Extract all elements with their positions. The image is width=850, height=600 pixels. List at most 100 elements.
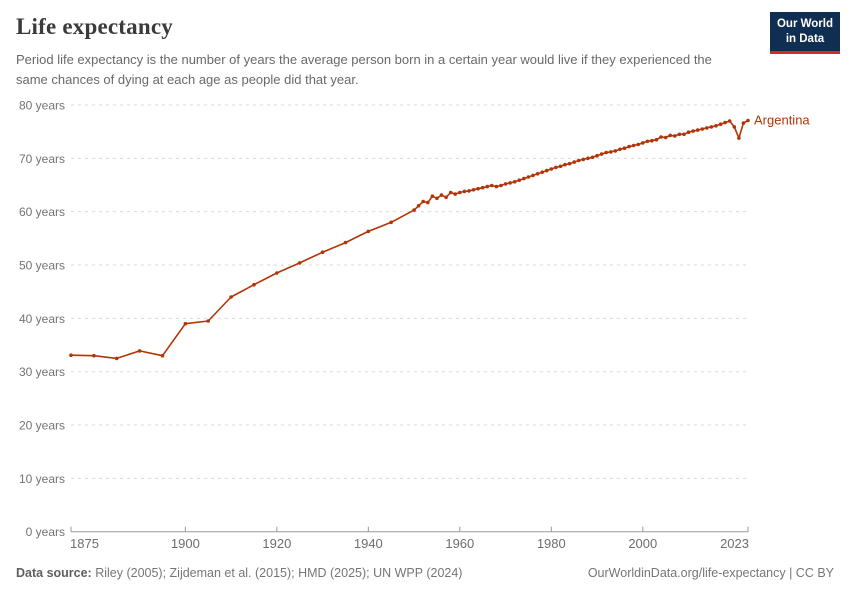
data-point[interactable] — [297, 261, 302, 265]
data-point[interactable] — [421, 199, 426, 204]
data-point[interactable] — [641, 141, 645, 145]
data-point[interactable] — [444, 195, 448, 200]
data-point[interactable] — [622, 146, 627, 150]
data-point[interactable] — [448, 190, 453, 195]
data-point[interactable] — [581, 157, 586, 162]
owid-logo[interactable]: Our World in Data — [770, 12, 840, 54]
data-point[interactable] — [558, 164, 563, 169]
data-point[interactable] — [732, 125, 737, 129]
data-point[interactable] — [677, 132, 682, 137]
data-point[interactable] — [577, 158, 581, 163]
data-point[interactable] — [471, 188, 476, 192]
series-line[interactable] — [70, 119, 749, 360]
data-point[interactable] — [275, 271, 279, 275]
data-point[interactable] — [416, 204, 421, 208]
data-point[interactable] — [668, 133, 672, 138]
data-point[interactable] — [366, 229, 371, 234]
data-point[interactable] — [430, 194, 435, 198]
data-point[interactable] — [682, 132, 686, 137]
data-point[interactable] — [490, 183, 494, 188]
data-point[interactable] — [531, 173, 535, 178]
owid-url-license[interactable]: OurWorldinData.org/life-expectancy | CC … — [587, 566, 834, 580]
data-point[interactable] — [535, 172, 540, 176]
x-tick-label: 1920 — [262, 536, 291, 551]
data-point[interactable] — [453, 192, 458, 196]
data-point[interactable] — [544, 168, 549, 173]
data-point[interactable] — [686, 130, 691, 134]
data-point[interactable] — [714, 124, 718, 128]
data-point[interactable] — [695, 128, 700, 132]
data-point[interactable] — [485, 184, 490, 189]
data-point[interactable] — [567, 161, 572, 166]
data-point[interactable] — [343, 240, 348, 245]
data-point[interactable] — [320, 250, 325, 254]
data-point[interactable] — [599, 152, 604, 156]
data-point[interactable] — [92, 353, 96, 358]
data-point[interactable] — [609, 150, 613, 154]
data-point[interactable] — [503, 182, 508, 186]
data-point[interactable] — [572, 160, 576, 164]
data-point[interactable] — [526, 175, 531, 179]
data-point[interactable] — [160, 353, 165, 358]
data-point[interactable] — [540, 170, 544, 174]
data-point[interactable] — [137, 349, 142, 353]
data-point[interactable] — [508, 181, 512, 185]
data-point[interactable] — [718, 122, 723, 126]
data-point[interactable] — [636, 142, 640, 147]
data-point[interactable] — [462, 189, 467, 194]
data-point[interactable] — [595, 153, 599, 158]
x-axis: 1875 1900 1920 1940 1960 1980 2000 2023 — [70, 526, 749, 551]
data-point[interactable] — [206, 319, 210, 323]
data-point[interactable] — [458, 190, 462, 195]
data-point[interactable] — [746, 118, 750, 123]
data-point[interactable] — [604, 150, 608, 155]
data-point[interactable] — [522, 176, 526, 181]
data-point[interactable] — [705, 126, 709, 130]
data-point[interactable] — [741, 121, 746, 125]
data-point[interactable] — [499, 183, 503, 188]
data-point[interactable] — [435, 196, 439, 201]
data-point[interactable] — [480, 185, 485, 190]
data-point[interactable] — [517, 178, 522, 182]
data-point[interactable] — [613, 149, 618, 153]
data-point[interactable] — [439, 193, 444, 197]
data-point[interactable] — [590, 155, 595, 160]
data-point[interactable] — [114, 356, 119, 361]
data-point[interactable] — [512, 180, 517, 184]
data-point[interactable] — [627, 144, 631, 149]
data-point[interactable] — [252, 282, 256, 287]
data-point[interactable] — [476, 186, 480, 191]
x-tick-label: 1980 — [537, 536, 566, 551]
data-point[interactable] — [659, 135, 663, 139]
data-point[interactable] — [654, 137, 659, 142]
data-source-text: Riley (2005); Zijdeman et al. (2015); HM… — [91, 566, 463, 580]
data-point[interactable] — [645, 139, 650, 144]
data-point[interactable] — [467, 189, 471, 193]
data-point[interactable] — [426, 200, 430, 205]
data-point[interactable] — [69, 353, 73, 358]
data-point[interactable] — [586, 156, 590, 161]
data-point[interactable] — [727, 119, 732, 123]
data-point[interactable] — [673, 134, 677, 138]
data-point[interactable] — [563, 162, 567, 167]
data-point[interactable] — [412, 208, 416, 212]
entity-label[interactable]: Argentina — [754, 112, 810, 127]
data-point[interactable] — [691, 129, 695, 133]
data-point[interactable] — [183, 321, 188, 326]
data-point[interactable] — [650, 138, 654, 143]
data-point[interactable] — [389, 220, 394, 225]
page-title: Life expectancy — [16, 14, 173, 39]
data-point[interactable] — [723, 120, 727, 125]
data-point[interactable] — [494, 184, 499, 189]
data-point[interactable] — [737, 136, 741, 140]
data-point[interactable] — [631, 143, 636, 148]
data-point[interactable] — [618, 147, 622, 152]
data-point[interactable] — [554, 165, 558, 170]
x-tick-label: 1900 — [171, 536, 200, 551]
data-point[interactable] — [549, 167, 554, 171]
x-tick-label: 1960 — [445, 536, 474, 551]
data-point[interactable] — [700, 127, 705, 131]
data-point[interactable] — [663, 135, 668, 140]
data-point[interactable] — [229, 295, 233, 299]
data-point[interactable] — [709, 125, 714, 129]
